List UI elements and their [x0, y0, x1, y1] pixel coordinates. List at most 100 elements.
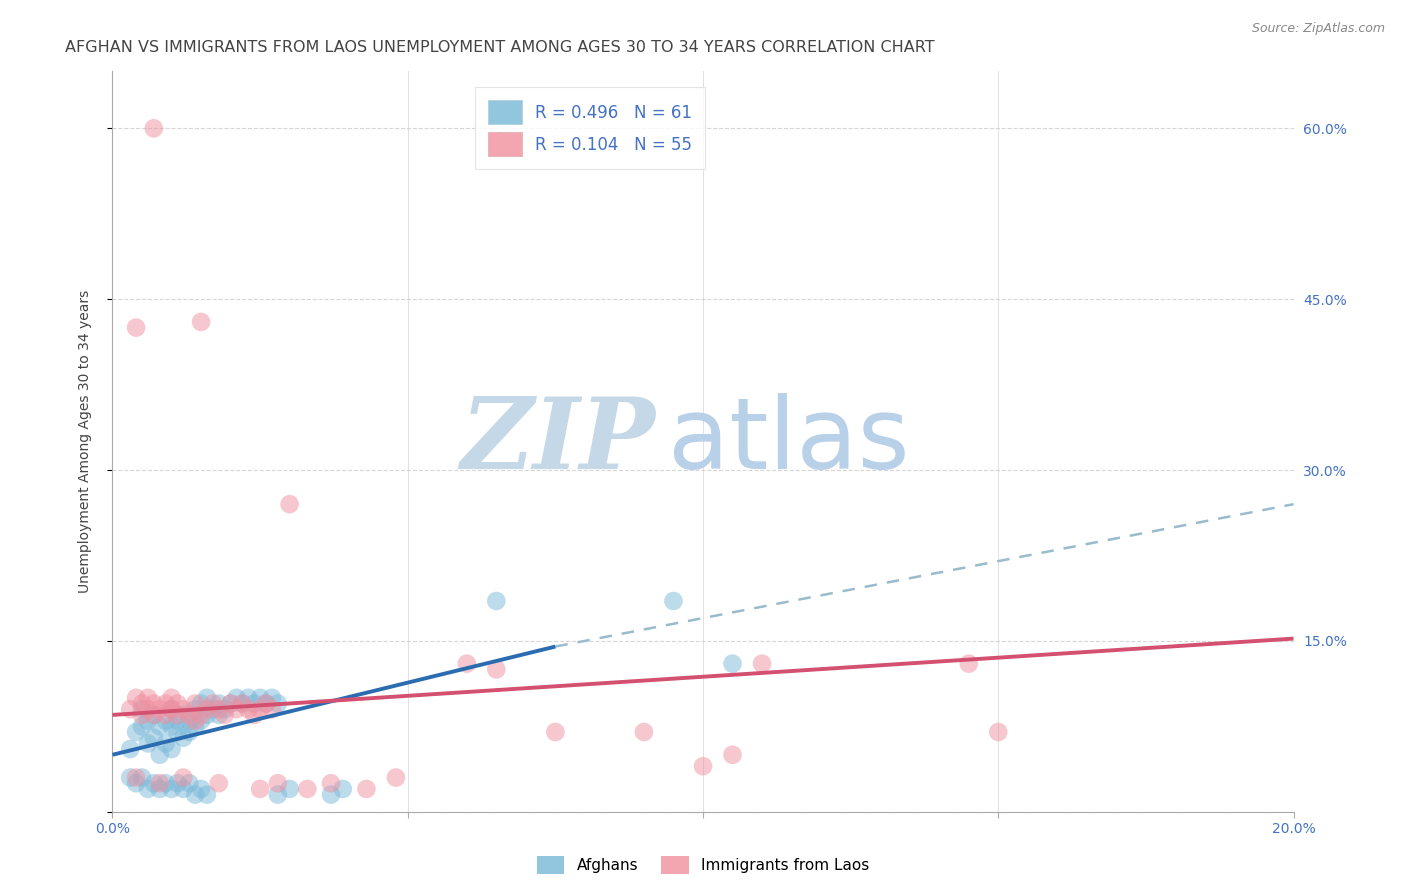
Point — [249, 781, 271, 796]
Point — [243, 697, 266, 711]
Point — [136, 690, 159, 705]
Point — [120, 771, 142, 785]
Point — [155, 707, 177, 722]
Point — [179, 707, 201, 722]
Point — [243, 707, 266, 722]
Point — [166, 707, 188, 722]
Point — [456, 657, 478, 671]
Point — [195, 707, 218, 722]
Y-axis label: Unemployment Among Ages 30 to 34 years: Unemployment Among Ages 30 to 34 years — [77, 290, 91, 593]
Point — [633, 725, 655, 739]
Point — [332, 781, 354, 796]
Point — [190, 781, 212, 796]
Point — [201, 697, 224, 711]
Point — [125, 690, 148, 705]
Point — [231, 697, 253, 711]
Point — [166, 776, 188, 790]
Point — [160, 702, 183, 716]
Point — [214, 707, 236, 722]
Point — [142, 707, 165, 722]
Point — [214, 702, 236, 716]
Point — [225, 690, 247, 705]
Point — [125, 320, 148, 334]
Point — [131, 719, 153, 733]
Point — [485, 662, 508, 676]
Point — [190, 697, 212, 711]
Point — [356, 781, 378, 796]
Point — [136, 714, 159, 728]
Point — [208, 776, 231, 790]
Point — [751, 657, 773, 671]
Point — [155, 776, 177, 790]
Point — [142, 121, 165, 136]
Point — [254, 697, 277, 711]
Text: ZIP: ZIP — [461, 393, 655, 490]
Point — [166, 714, 188, 728]
Point — [987, 725, 1010, 739]
Point — [249, 702, 271, 716]
Point — [131, 707, 153, 722]
Point — [160, 781, 183, 796]
Point — [208, 702, 231, 716]
Point — [172, 707, 194, 722]
Point — [160, 719, 183, 733]
Point — [254, 697, 277, 711]
Point — [125, 725, 148, 739]
Point — [166, 725, 188, 739]
Point — [485, 594, 508, 608]
Legend: Afghans, Immigrants from Laos: Afghans, Immigrants from Laos — [531, 850, 875, 880]
Point — [179, 725, 201, 739]
Point — [231, 697, 253, 711]
Point — [184, 697, 207, 711]
Point — [149, 719, 172, 733]
Point — [219, 697, 242, 711]
Point — [120, 742, 142, 756]
Point — [190, 707, 212, 722]
Point — [142, 731, 165, 745]
Point — [297, 781, 319, 796]
Text: Source: ZipAtlas.com: Source: ZipAtlas.com — [1251, 22, 1385, 36]
Point — [260, 690, 283, 705]
Point — [184, 788, 207, 802]
Point — [142, 707, 165, 722]
Point — [179, 714, 201, 728]
Text: AFGHAN VS IMMIGRANTS FROM LAOS UNEMPLOYMENT AMONG AGES 30 TO 34 YEARS CORRELATIO: AFGHAN VS IMMIGRANTS FROM LAOS UNEMPLOYM… — [65, 40, 935, 55]
Point — [219, 697, 242, 711]
Point — [172, 731, 194, 745]
Point — [385, 771, 408, 785]
Point — [225, 702, 247, 716]
Point — [238, 690, 260, 705]
Point — [160, 742, 183, 756]
Point — [184, 719, 207, 733]
Point — [267, 697, 290, 711]
Point — [190, 315, 212, 329]
Point — [184, 702, 207, 716]
Point — [125, 771, 148, 785]
Point — [190, 714, 212, 728]
Point — [184, 714, 207, 728]
Point — [136, 781, 159, 796]
Point — [149, 776, 172, 790]
Point — [136, 702, 159, 716]
Point — [278, 497, 301, 511]
Point — [131, 697, 153, 711]
Point — [166, 697, 188, 711]
Point — [319, 788, 342, 802]
Point — [172, 781, 194, 796]
Point — [195, 702, 218, 716]
Point — [149, 702, 172, 716]
Point — [160, 702, 183, 716]
Point — [179, 776, 201, 790]
Point — [125, 776, 148, 790]
Point — [201, 702, 224, 716]
Point — [195, 690, 218, 705]
Point — [131, 771, 153, 785]
Point — [267, 776, 290, 790]
Point — [692, 759, 714, 773]
Point — [957, 657, 980, 671]
Point — [172, 702, 194, 716]
Point — [319, 776, 342, 790]
Point — [238, 702, 260, 716]
Point — [142, 697, 165, 711]
Point — [160, 690, 183, 705]
